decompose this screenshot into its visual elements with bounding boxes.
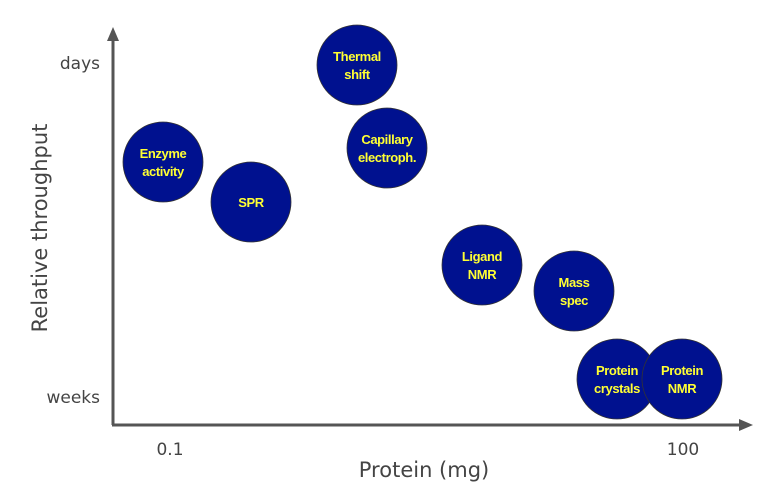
node-mass-spec: Mass spec [533,250,615,332]
node-circle [316,24,398,106]
node-circle [641,338,723,420]
node-ligand-nmr: Ligand NMR [441,224,523,306]
node-label: shift [344,67,371,82]
node-label: SPR [238,195,265,210]
node-label: spec [560,293,588,308]
node-circle [210,161,292,243]
node-label: Mass [559,275,590,290]
x-axis-arrow [739,419,753,431]
node-capillary-electrophoresis: Capillary electroph. [346,107,428,189]
node-protein-crystals: Protein crystals [576,338,658,420]
node-label: NMR [668,381,697,396]
node-thermal-shift: Thermal shift [316,24,398,106]
node-spr: SPR [210,161,292,243]
y-top-label: days [60,54,100,74]
node-label: Protein [596,363,638,378]
y-axis-title: Relative throughput [28,124,52,333]
y-axis-arrow [107,27,119,41]
node-circle [441,224,523,306]
x-right-tick: 100 [667,440,699,460]
node-label: activity [142,164,185,179]
node-label: Protein [661,363,703,378]
node-label: Thermal [333,49,381,64]
node-label: Capillary [361,132,413,147]
node-label: crystals [594,381,640,396]
node-label: Enzyme [140,146,187,161]
node-circle [346,107,428,189]
node-label: electroph. [358,150,416,165]
node-circle [533,250,615,332]
node-label: NMR [468,267,497,282]
node-label: Ligand [462,249,503,264]
node-protein-nmr: Protein NMR [641,338,723,420]
y-bottom-label: weeks [46,388,100,408]
x-axis-title: Protein (mg) [359,458,489,482]
node-enzyme-activity: Enzyme activity [122,121,204,203]
x-left-tick: 0.1 [156,440,183,460]
node-circle [122,121,204,203]
